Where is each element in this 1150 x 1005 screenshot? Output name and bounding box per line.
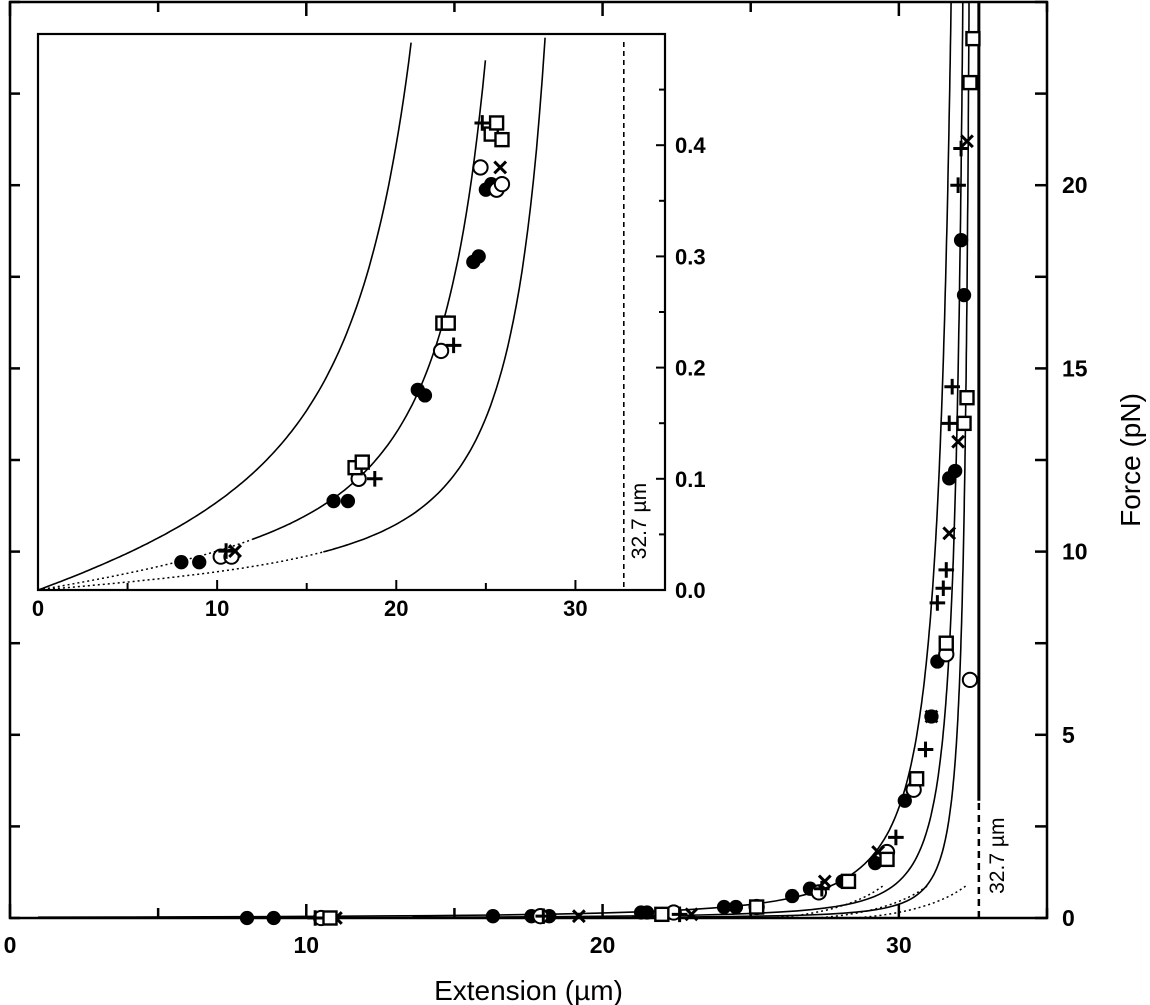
y-tick-label-15: 15	[1062, 355, 1088, 381]
inset-data-point-cross	[228, 544, 242, 558]
contour-length-annotation: 32.7 µm	[986, 818, 1009, 894]
x-tick-label-20: 20	[590, 932, 616, 958]
data-point-open-square	[938, 635, 954, 651]
inset-data-point-plus	[474, 115, 491, 131]
inset-data-point-open-square	[440, 315, 456, 331]
data-point-filled-circle	[239, 910, 255, 926]
inset-model-curve-low-force-2	[37, 538, 253, 591]
inset-data-point-filled-circle	[417, 388, 433, 403]
x-tick-label-10: 10	[293, 932, 319, 958]
data-point-plus	[671, 906, 688, 923]
inset-data-point-filled-circle	[471, 249, 486, 264]
y-tick-label-20: 20	[1062, 172, 1088, 198]
inset-x-tick-label-30: 30	[563, 596, 587, 621]
data-point-filled-circle	[956, 287, 972, 303]
inset-data-point-open-square	[488, 115, 505, 131]
data-point-open-circle	[961, 671, 979, 688]
inset-y-tick-label-0-1: 0.1	[675, 467, 706, 492]
inset-data-point-filled-circle	[326, 493, 341, 509]
inset-x-tick-label-10: 10	[205, 596, 229, 621]
inset-y-tick-label-0-3: 0.3	[675, 244, 706, 269]
data-point-plus	[935, 580, 952, 597]
inset-contour-length-annotation: 32.7 µm	[628, 483, 651, 559]
data-point-filled-circle	[639, 905, 655, 920]
inset-y-tick-label-0-2: 0.2	[675, 356, 706, 381]
data-point-filled-circle	[868, 855, 883, 871]
data-point-open-square	[956, 415, 972, 432]
model-curve-low-force-2	[815, 884, 929, 919]
inset-plot: 0 10 20 30 0.0 0.1 0.2 0.3 0.4 32.7 µm	[32, 32, 706, 621]
inset-data-point-cross	[493, 160, 508, 175]
data-point-plus	[917, 741, 934, 758]
data-point-open-square	[962, 74, 978, 91]
x-tick-label-0: 0	[4, 932, 17, 958]
data-point-cross	[942, 526, 957, 541]
data-point-filled-circle	[485, 909, 501, 924]
inset-x-tick-label-0: 0	[32, 596, 44, 621]
data-point-filled-circle	[266, 910, 281, 926]
data-point-cross	[684, 907, 699, 922]
data-point-plus	[941, 415, 958, 432]
inset-data-point-plus	[445, 337, 462, 354]
data-point-filled-circle	[897, 793, 912, 808]
inset-data-point-open-circle	[493, 175, 511, 193]
data-point-filled-circle	[785, 888, 800, 904]
inset-data-point-plus	[366, 471, 383, 487]
inset-data-point-plus	[218, 543, 234, 559]
data-point-plus	[953, 140, 969, 157]
data-point-open-square	[840, 873, 857, 890]
inset-y-tick-label-0-4: 0.4	[675, 133, 706, 158]
data-point-plus	[944, 378, 960, 395]
x-axis-label: Extension (µm)	[434, 975, 623, 1005]
model-curve-2	[412, 1, 964, 919]
data-point-filled-circle	[948, 463, 963, 479]
data-point-open-square	[908, 771, 925, 787]
inset-data-point-open-square	[494, 131, 510, 148]
data-point-open-square	[654, 906, 670, 923]
data-point-plus	[888, 829, 904, 846]
data-point-cross	[817, 874, 832, 889]
data-point-open-square	[748, 899, 765, 915]
inset-data-point-open-circle	[472, 159, 489, 176]
data-point-cross	[960, 134, 974, 149]
data-point-open-square	[322, 910, 338, 926]
data-point-cross	[924, 709, 939, 724]
data-point-plus	[307, 910, 323, 926]
model-curve-low-force-1	[771, 884, 885, 919]
model-curve-3	[632, 1, 970, 919]
data-point-cross	[951, 434, 966, 449]
model-curve-low-force-3	[854, 884, 968, 919]
inset-model-curve-3	[323, 37, 546, 553]
data-point-open-square	[959, 390, 975, 406]
main-plot: 0 10 20 30 0 5 10 15 20 Extension (µm) Force (pN) 3…	[4, 0, 1146, 1005]
data-point-cross	[571, 909, 586, 924]
data-point-plus	[950, 177, 966, 193]
data-point-filled-circle	[728, 899, 744, 915]
data-point-filled-circle	[716, 899, 732, 915]
data-point-filled-circle	[953, 233, 969, 248]
y-tick-label-10: 10	[1062, 539, 1088, 565]
y-tick-label-5: 5	[1062, 722, 1075, 748]
data-point-open-square	[879, 851, 895, 868]
x-tick-label-30: 30	[886, 932, 912, 958]
inset-data-point-open-circle	[432, 342, 450, 360]
inset-y-tick-label-0-0: 0.0	[675, 578, 706, 603]
data-point-plus	[929, 595, 946, 611]
data-point-open-square	[965, 30, 981, 47]
inset-data-point-open-square	[354, 454, 370, 470]
inset-data-point-filled-circle	[174, 555, 189, 570]
inset-data-point-filled-circle	[340, 493, 356, 509]
inset-data-point-filled-circle	[192, 555, 207, 570]
data-point-plus	[535, 908, 552, 924]
data-point-plus	[938, 562, 955, 578]
inset-model-curve-1	[37, 42, 412, 591]
inset-x-tick-label-20: 20	[384, 596, 408, 621]
y-tick-label-0: 0	[1062, 905, 1075, 931]
y-axis-label: Force (pN)	[1115, 393, 1146, 527]
